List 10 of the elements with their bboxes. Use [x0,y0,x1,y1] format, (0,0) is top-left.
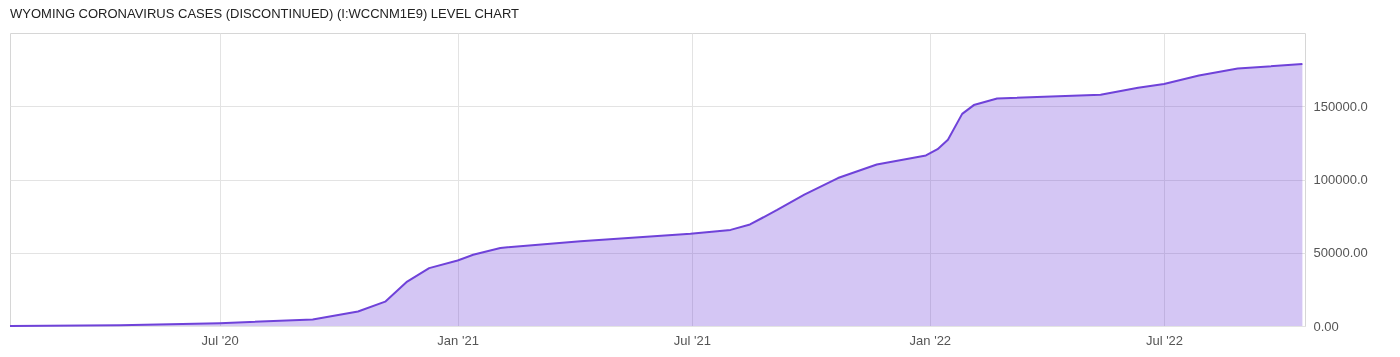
chart-title: WYOMING CORONAVIRUS CASES (DISCONTINUED) (I:WCCNM1E9) LEVEL CHART [10,6,520,21]
y-tick-label: 50000.00 [1313,245,1368,261]
x-tick-label: Jul '21 [673,332,711,348]
y-tick-label: 0.00 [1313,318,1339,334]
y-tick-label: 150000.0 [1313,98,1368,114]
x-tick-label: Jul '22 [1145,332,1184,348]
x-tick-label: Jul '20 [201,332,239,348]
x-tick-label: Jan '21 [437,332,479,348]
x-tick-label: Jan '22 [909,332,952,348]
y-tick-label: 100000.0 [1313,172,1368,187]
